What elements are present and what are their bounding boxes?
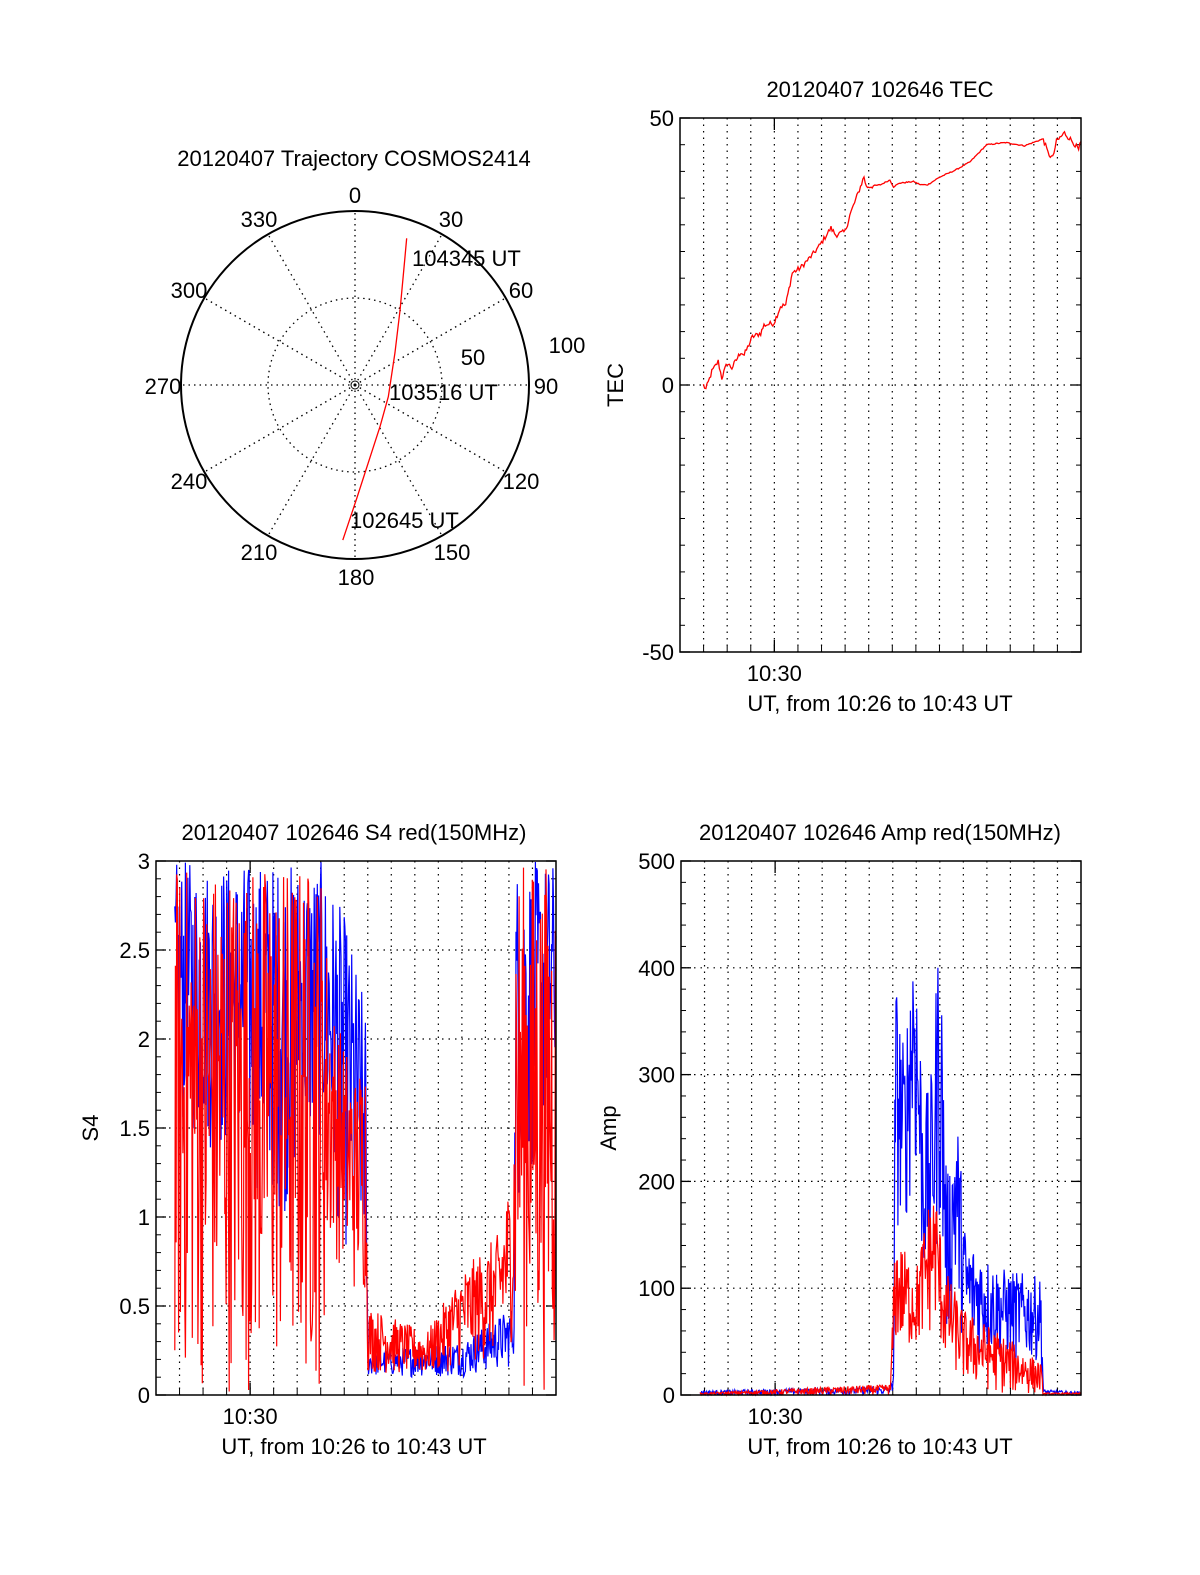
y-tick-label: 2.5 — [119, 938, 150, 963]
radial-label: 50 — [461, 345, 485, 370]
polar-title: 20120407 Trajectory COSMOS2414 — [177, 146, 530, 171]
azimuth-label: 240 — [171, 469, 208, 494]
x-tick-label: 10:30 — [747, 661, 802, 686]
azimuth-label: 90 — [534, 374, 558, 399]
trajectory-time-label: 102645 UT — [350, 508, 459, 533]
polar-trajectory-plot: 20120407 Trajectory COSMOS2414 0 30 60 90 12… — [145, 146, 586, 590]
tec-title: 20120407 102646 TEC — [766, 77, 993, 102]
y-tick-label: 300 — [638, 1063, 675, 1088]
tec-xlabel: UT, from 10:26 to 10:43 UT — [747, 691, 1012, 716]
azimuth-label: 300 — [171, 278, 208, 303]
polar-spoke — [267, 384, 356, 537]
s4-title: 20120407 102646 S4 red(150MHz) — [182, 820, 527, 845]
amp-ylabel: Amp — [596, 1105, 621, 1150]
trajectory-time-label: 103516 UT — [389, 380, 498, 405]
polar-spoke — [354, 297, 507, 386]
y-tick-label: 500 — [638, 849, 675, 874]
y-tick-label: 200 — [638, 1169, 675, 1194]
y-tick-label: 1.5 — [119, 1116, 150, 1141]
amp-red-series-line — [699, 1205, 1082, 1398]
plot-frame — [679, 117, 1082, 653]
s4-plot: 20120407 102646 S4 red(150MHz) S4 UT, fr… — [78, 820, 557, 1459]
s4-red-series-line — [174, 867, 557, 1392]
s4-xlabel: UT, from 10:26 to 10:43 UT — [221, 1434, 486, 1459]
azimuth-label: 30 — [439, 207, 463, 232]
y-tick-label: 0.5 — [119, 1294, 150, 1319]
azimuth-label: 210 — [241, 540, 278, 565]
x-tick-label: 10:30 — [223, 1404, 278, 1429]
trajectory-time-label: 104345 UT — [412, 246, 521, 271]
polar-spoke — [354, 233, 443, 386]
azimuth-label: 180 — [338, 565, 375, 590]
polar-inner-circle — [267, 297, 443, 473]
azimuth-label: 270 — [145, 374, 182, 399]
polar-spoke — [354, 384, 507, 473]
y-tick-label: 50 — [650, 106, 674, 131]
y-tick-label: 1 — [138, 1205, 150, 1230]
amp-title: 20120407 102646 Amp red(150MHz) — [699, 820, 1061, 845]
s4-ylabel: S4 — [78, 1115, 103, 1142]
polar-spoke — [354, 384, 443, 537]
azimuth-label: 120 — [503, 469, 540, 494]
y-tick-label: 3 — [138, 849, 150, 874]
tec-plot: 20120407 102646 TEC TEC UT, from 10:26 t… — [603, 77, 1082, 716]
tec-series-line — [702, 130, 1082, 390]
radial-label: 100 — [549, 333, 586, 358]
amp-plot: 20120407 102646 Amp red(150MHz) Amp UT, … — [596, 820, 1082, 1459]
y-tick-label: -50 — [642, 640, 674, 665]
plot-frame — [155, 860, 557, 1396]
y-tick-label: 100 — [638, 1276, 675, 1301]
trajectory-line — [342, 238, 408, 541]
azimuth-label: 150 — [434, 540, 471, 565]
y-tick-label: 400 — [638, 956, 675, 981]
plot-frame — [680, 860, 1082, 1396]
x-tick-label: 10:30 — [748, 1404, 803, 1429]
polar-spoke — [203, 297, 356, 386]
polar-outer-circle — [180, 210, 530, 560]
polar-center — [350, 380, 360, 390]
polar-spoke — [267, 233, 356, 386]
y-tick-label: 0 — [663, 1383, 675, 1408]
y-tick-label: 0 — [662, 373, 674, 398]
amp-xlabel: UT, from 10:26 to 10:43 UT — [747, 1434, 1012, 1459]
polar-spoke — [203, 384, 356, 473]
tec-ylabel: TEC — [603, 363, 628, 407]
y-tick-label: 2 — [138, 1027, 150, 1052]
azimuth-label: 0 — [349, 183, 361, 208]
azimuth-label: 60 — [509, 278, 533, 303]
azimuth-label: 330 — [241, 207, 278, 232]
y-tick-label: 0 — [138, 1383, 150, 1408]
